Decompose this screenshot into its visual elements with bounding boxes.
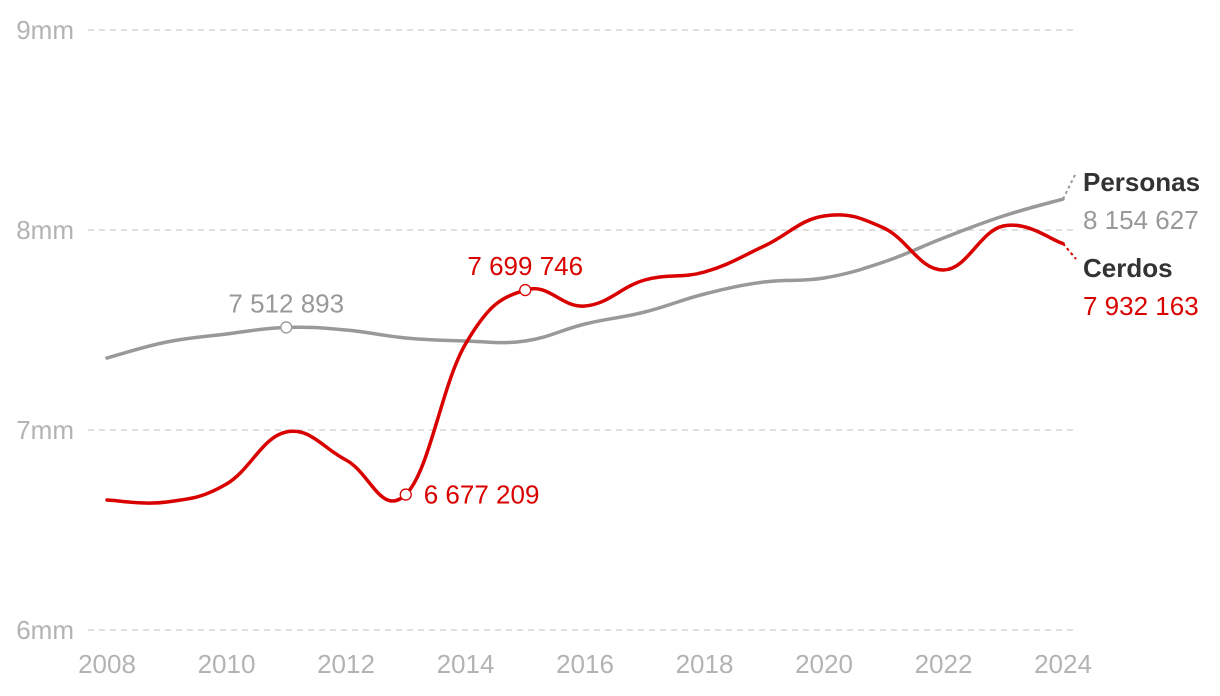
x-tick-label: 2020 [795,649,853,679]
series-line-personas [105,197,1065,360]
x-tick-label: 2024 [1034,649,1092,679]
y-tick-label: 7mm [16,415,74,445]
x-tick-label: 2010 [198,649,256,679]
end-connector-cerdos [1062,242,1077,260]
x-tick-label: 2008 [78,649,136,679]
annotation-label: 7 512 893 [228,288,344,318]
x-tick-label: 2018 [676,649,734,679]
y-tick-label: 6mm [16,615,74,645]
end-connector-personas [1062,172,1077,200]
series-line-cerdos [105,213,1065,505]
y-tick-label: 9mm [16,15,74,45]
annotation-marker [280,321,293,334]
end-label-value-personas: 8 154 627 [1083,205,1199,235]
end-labels: Personas 8 154 627 Cerdos 7 932 163 [1062,167,1200,321]
annotation-marker [399,488,412,501]
x-axis-ticks: 2008 2010 2012 2014 2016 2018 2020 2022 2024 [78,649,1092,679]
grid-lines [88,29,1078,631]
x-tick-label: 2022 [915,649,973,679]
annotation-label: 7 699 746 [467,251,583,281]
end-label-name-cerdos: Cerdos [1083,253,1173,283]
annotations: 7 512 893 7 699 746 6 677 209 [228,251,583,510]
x-tick-label: 2014 [437,649,495,679]
end-label-name-personas: Personas [1083,167,1200,197]
annotation-marker [519,283,532,297]
y-axis-ticks: 6mm 7mm 8mm 9mm [16,15,74,645]
annotation-label: 6 677 209 [424,480,540,510]
x-tick-label: 2012 [317,649,375,679]
y-tick-label: 8mm [16,215,74,245]
end-label-value-cerdos: 7 932 163 [1083,291,1199,321]
x-tick-label: 2016 [556,649,614,679]
series-lines [105,197,1065,505]
